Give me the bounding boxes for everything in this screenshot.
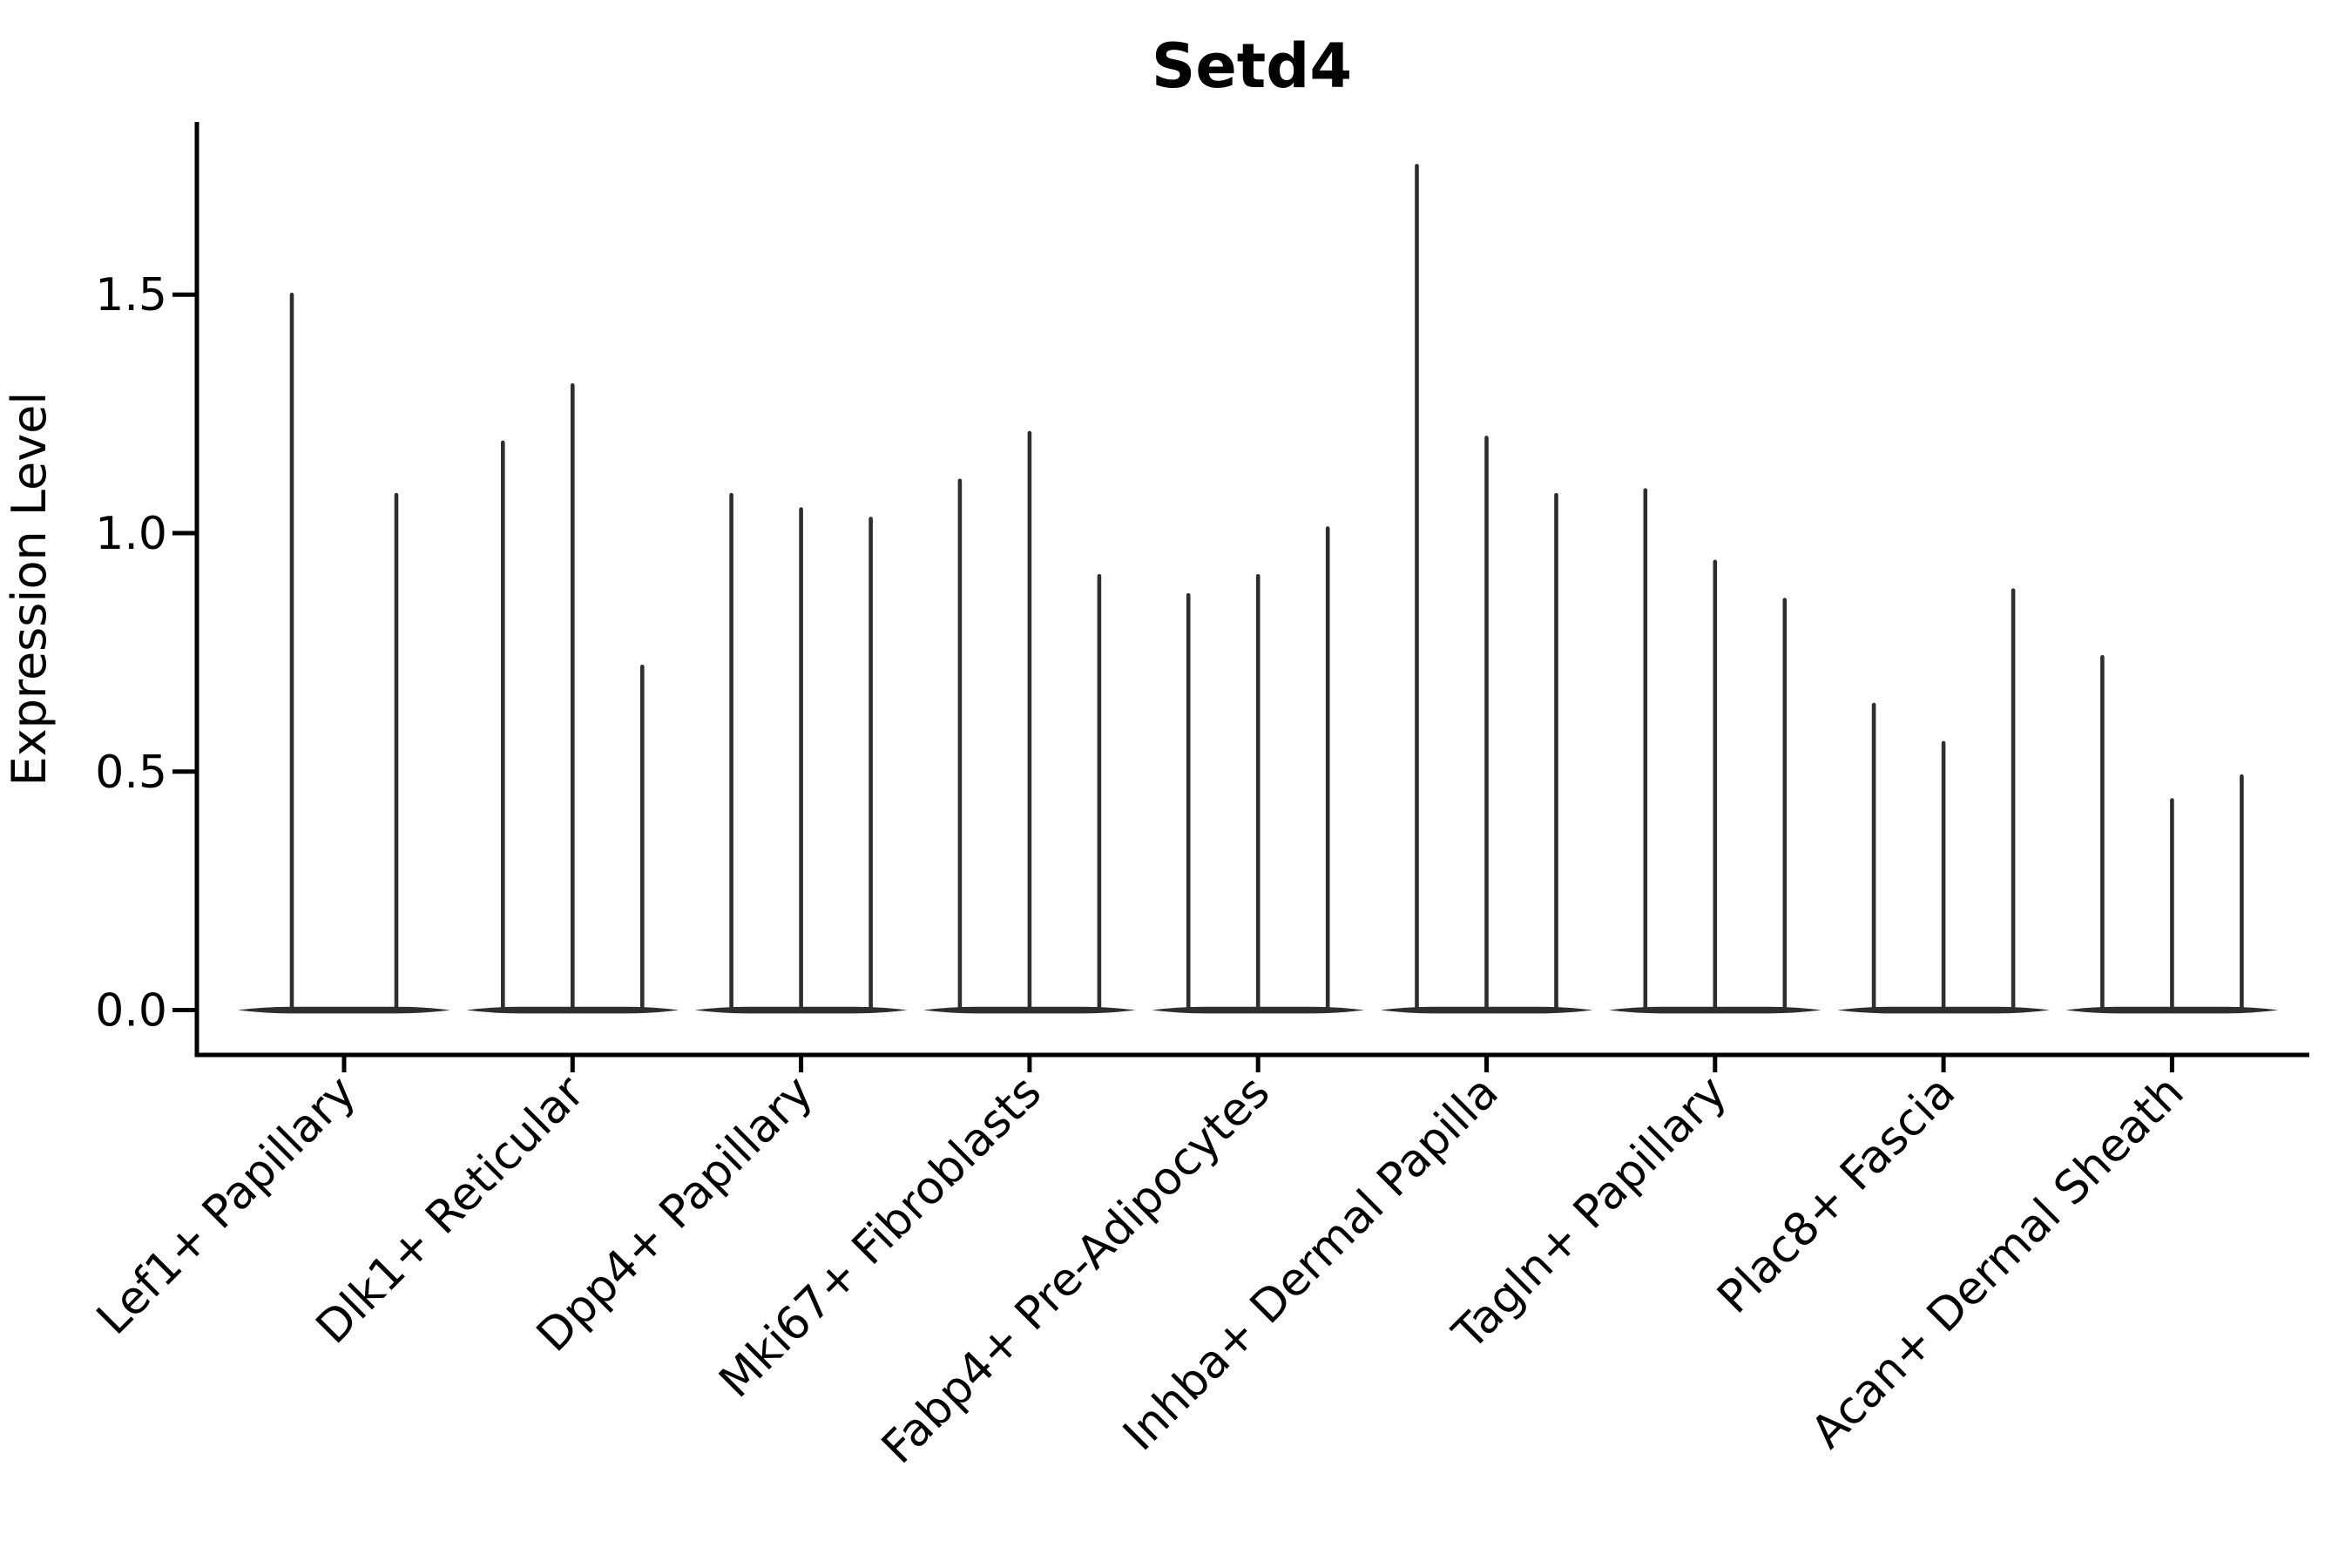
x-tick-label: Inhba+ Dermal Papilla	[1113, 1066, 1508, 1461]
x-tick-label: Plac8+ Fascia	[1707, 1066, 1965, 1324]
y-tick-label: 0.5	[95, 747, 167, 799]
y-tick-label: 1.5	[95, 269, 167, 321]
y-tick-label: 1.0	[95, 508, 167, 560]
x-tick-label: Acan+ Dermal Sheath	[1801, 1066, 2194, 1459]
y-tick-label: 0.0	[95, 985, 167, 1037]
x-tick-label: Fabp4+ Pre-Adipocytes	[872, 1066, 1280, 1474]
chart-title: Setd4	[1152, 30, 1352, 102]
violin-base	[238, 1006, 450, 1014]
y-axis-label: Expression Level	[2, 392, 57, 787]
